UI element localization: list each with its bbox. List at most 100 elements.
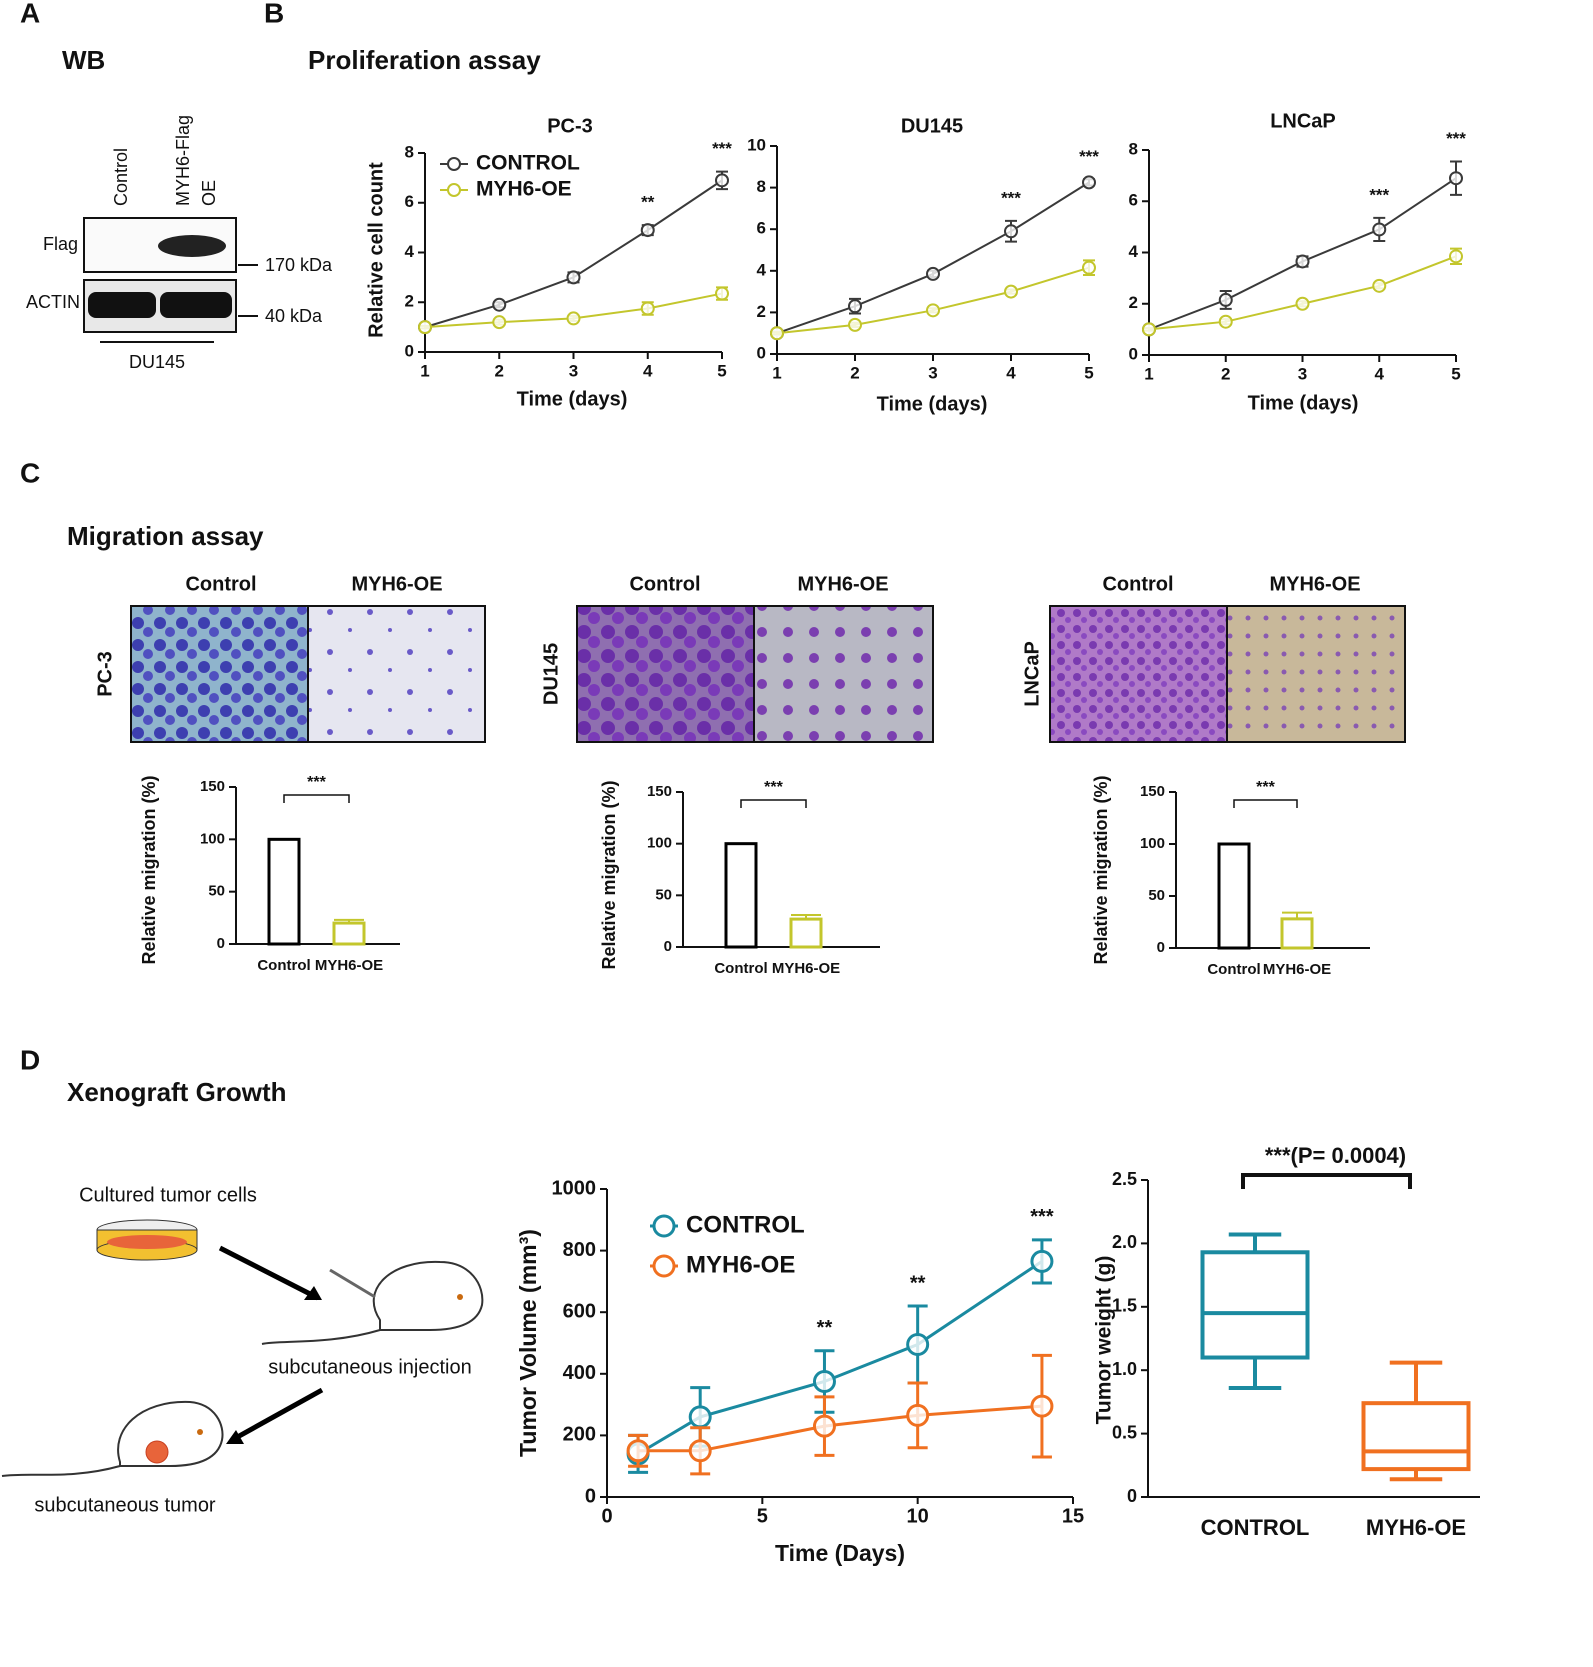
significance: *** bbox=[1446, 129, 1466, 148]
bracket bbox=[283, 794, 350, 803]
data-point bbox=[688, 1439, 712, 1463]
x-tick-label: MYH6-OE bbox=[772, 960, 840, 977]
data-point bbox=[1295, 296, 1310, 311]
step-label: subcutaneous tumor bbox=[34, 1494, 216, 1516]
y-tick-label: 400 bbox=[563, 1362, 596, 1384]
y-tick-label: 0 bbox=[1129, 344, 1138, 363]
section-title: Proliferation assay bbox=[308, 45, 541, 75]
significance: *** bbox=[1369, 185, 1389, 204]
y-tick-label: 0 bbox=[585, 1485, 596, 1507]
x-tick-label: 2 bbox=[1221, 364, 1230, 383]
bar bbox=[332, 921, 366, 946]
significance: *** bbox=[1079, 147, 1099, 166]
data-point bbox=[418, 320, 432, 335]
lane-label: MYH6-Flag bbox=[173, 115, 193, 206]
data-point bbox=[1372, 278, 1387, 293]
y-axis-label: Tumor Volume (mm³) bbox=[515, 1229, 541, 1457]
size-label: 40 kDa bbox=[265, 306, 323, 326]
micrograph bbox=[1226, 605, 1406, 743]
y-tick-label: 150 bbox=[200, 778, 225, 795]
y-tick-label: 800 bbox=[563, 1239, 596, 1261]
significance: *** bbox=[712, 139, 732, 158]
mouse bbox=[1, 1400, 224, 1477]
y-axis-label: Relative cell count bbox=[365, 162, 387, 338]
lane-label: OE bbox=[199, 180, 219, 206]
data-point bbox=[848, 317, 862, 332]
row-label: DU145 bbox=[540, 643, 562, 705]
whisker bbox=[1389, 1469, 1443, 1482]
column-label: Control bbox=[629, 573, 700, 595]
x-tick-label: 5 bbox=[717, 361, 726, 380]
data-point bbox=[566, 270, 581, 285]
micrograph bbox=[576, 605, 755, 743]
legend-swatch bbox=[447, 157, 461, 171]
error-bar bbox=[334, 918, 364, 924]
x-tick-label: 0 bbox=[601, 1505, 612, 1527]
row-label: PC-3 bbox=[94, 651, 116, 697]
data-point bbox=[492, 297, 507, 312]
y-tick-label: 1.0 bbox=[1112, 1359, 1137, 1379]
y-tick-label: 100 bbox=[647, 835, 672, 852]
y-tick-label: 1.5 bbox=[1112, 1296, 1137, 1316]
data-point bbox=[1004, 224, 1018, 239]
significance: ** bbox=[910, 1272, 926, 1294]
significance: *** bbox=[307, 774, 326, 791]
y-tick-label: 2 bbox=[757, 302, 766, 321]
x-tick-label: MYH6-OE bbox=[1366, 1515, 1466, 1540]
syringe bbox=[329, 1268, 376, 1299]
row-label: ACTIN bbox=[26, 292, 80, 312]
panel-letter: A bbox=[20, 0, 40, 28]
data-point bbox=[770, 326, 784, 341]
x-tick-label: 5 bbox=[757, 1505, 768, 1527]
data-point bbox=[640, 223, 655, 238]
y-tick-label: 8 bbox=[757, 177, 766, 196]
y-tick-label: 4 bbox=[405, 242, 415, 261]
significance: *** bbox=[1030, 1206, 1054, 1228]
data-point bbox=[1030, 1249, 1054, 1273]
data-point bbox=[566, 311, 581, 326]
data-point bbox=[1142, 322, 1156, 337]
whisker bbox=[1389, 1360, 1443, 1404]
y-tick-label: 0 bbox=[757, 343, 766, 362]
legend-swatch bbox=[652, 1254, 676, 1278]
y-tick-label: 2.5 bbox=[1112, 1169, 1137, 1189]
data-point bbox=[1218, 292, 1233, 307]
y-tick-label: 8 bbox=[1129, 139, 1138, 158]
step-label: subcutaneous injection bbox=[268, 1356, 471, 1378]
y-tick-label: 6 bbox=[1129, 191, 1138, 210]
data-point bbox=[812, 1370, 836, 1393]
step-label: Cultured tumor cells bbox=[79, 1184, 257, 1206]
eye bbox=[457, 1294, 463, 1300]
x-tick-label: 4 bbox=[1006, 363, 1016, 382]
chart-title: DU145 bbox=[901, 115, 963, 137]
bar bbox=[789, 917, 823, 949]
significance: *** bbox=[764, 779, 783, 796]
y-tick-label: 150 bbox=[647, 783, 672, 800]
y-tick-label: 100 bbox=[200, 830, 225, 847]
micrograph bbox=[1049, 605, 1228, 743]
x-tick-label: 4 bbox=[1375, 364, 1385, 383]
data-point bbox=[1372, 222, 1387, 237]
legend-label: CONTROL bbox=[476, 152, 580, 175]
section-title: Xenograft Growth bbox=[67, 1077, 287, 1107]
bracket bbox=[1241, 1173, 1412, 1189]
x-tick-label: 3 bbox=[569, 361, 578, 380]
tumor bbox=[145, 1440, 169, 1464]
cells bbox=[107, 1235, 187, 1249]
micrograph bbox=[753, 605, 934, 743]
arrow bbox=[230, 1387, 324, 1443]
data-point bbox=[1449, 171, 1463, 186]
legend-label: MYH6-OE bbox=[476, 178, 572, 201]
x-tick-label: 2 bbox=[850, 363, 859, 382]
significance: *** bbox=[1256, 779, 1275, 796]
significance: ** bbox=[817, 1317, 833, 1339]
x-tick-label: 3 bbox=[928, 363, 937, 382]
y-tick-label: 600 bbox=[563, 1300, 596, 1322]
legend-swatch bbox=[447, 183, 461, 197]
bar bbox=[267, 837, 301, 946]
y-tick-label: 150 bbox=[1140, 783, 1165, 800]
arrow bbox=[218, 1245, 320, 1301]
panel-letter: B bbox=[264, 0, 284, 28]
legend-label: MYH6-OE bbox=[686, 1251, 795, 1278]
y-tick-label: 4 bbox=[1129, 242, 1139, 261]
